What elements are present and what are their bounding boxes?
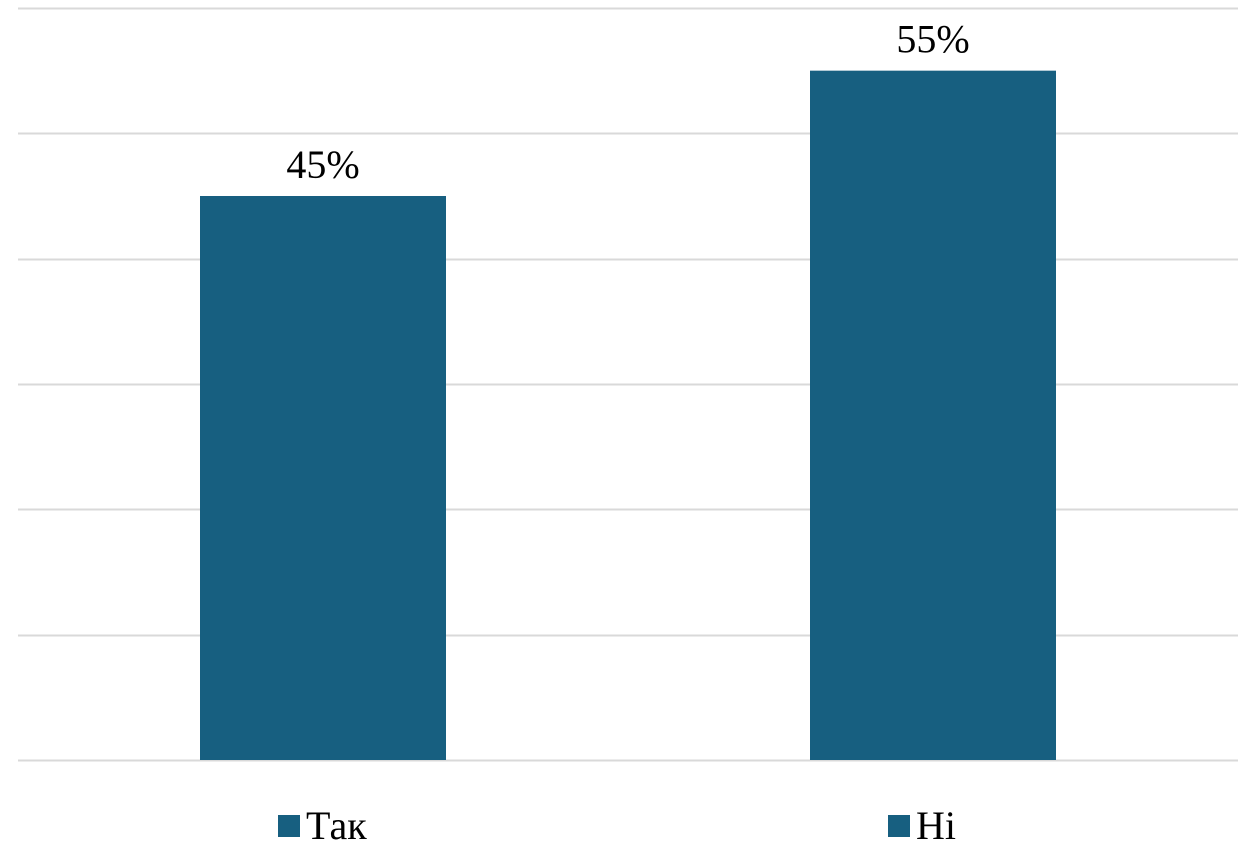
legend-item-tak: Так	[278, 806, 367, 846]
legend-swatch-ni	[888, 815, 910, 837]
bars	[200, 70, 1056, 760]
data-label-0: 45%	[286, 142, 359, 187]
legend-label-ni: Ні	[916, 803, 956, 848]
data-label-1: 55%	[896, 17, 969, 62]
legend-swatch-tak	[278, 815, 300, 837]
bar-1	[810, 70, 1056, 760]
legend-label-tak: Так	[306, 803, 367, 848]
legend-item-ni: Ні	[888, 806, 956, 846]
data-labels: 45% 55%	[286, 17, 969, 187]
legend: Так Ні	[0, 806, 1256, 846]
bar-0	[200, 196, 446, 760]
